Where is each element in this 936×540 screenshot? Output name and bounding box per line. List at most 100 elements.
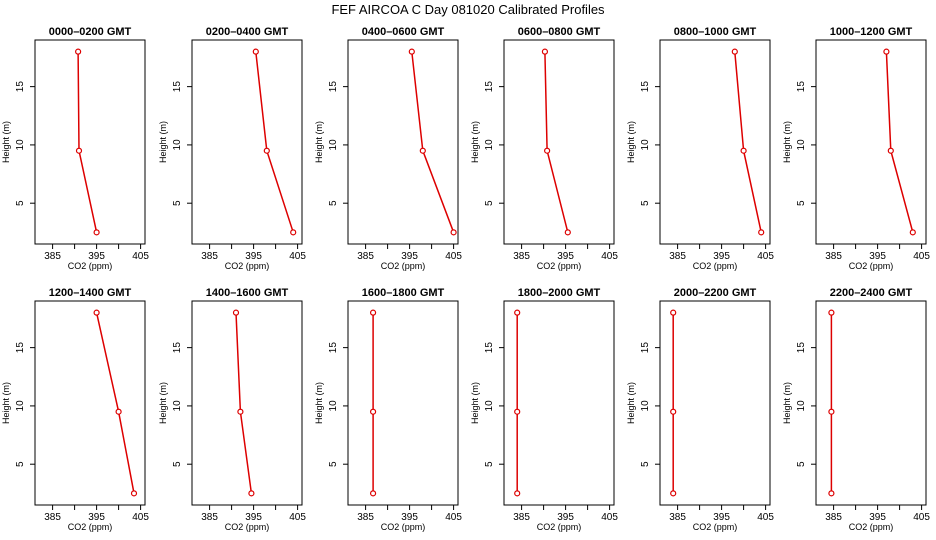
y-axis-label: Height (m) (626, 382, 636, 424)
data-point (828, 309, 835, 316)
x-tick-label: 405 (132, 512, 149, 523)
y-tick-label: 10 (796, 139, 807, 151)
y-tick-label: 10 (796, 400, 807, 412)
profile-line (885, 51, 914, 233)
plot-frame (34, 300, 146, 506)
plot-frame (659, 300, 771, 506)
x-tick-label: 395 (557, 251, 574, 262)
y-tick-label: 15 (484, 342, 495, 354)
x-axis-label: CO2 (ppm) (225, 522, 270, 532)
y-tick-label: 10 (484, 139, 495, 151)
data-point (290, 229, 297, 236)
y-tick-label: 5 (172, 461, 183, 467)
panel-title: 1400–1600 GMT (206, 287, 289, 299)
data-point (670, 408, 677, 415)
y-tick-label: 15 (15, 342, 26, 354)
y-tick-label: 15 (640, 81, 651, 93)
data-point (670, 309, 677, 316)
y-tick-label: 15 (796, 81, 807, 93)
x-tick-label: 395 (245, 251, 262, 262)
data-point (450, 229, 457, 236)
x-axis-label: CO2 (ppm) (849, 261, 894, 271)
y-axis-label: Height (m) (1, 382, 11, 424)
plot-frame (347, 39, 459, 245)
data-point (263, 147, 270, 154)
x-tick-label: 385 (669, 512, 686, 523)
panel-title: 2000–2200 GMT (674, 287, 757, 299)
y-tick-label: 15 (640, 342, 651, 354)
data-point (75, 48, 82, 55)
y-axis-label: Height (m) (782, 121, 792, 163)
y-axis-label: Height (m) (314, 382, 324, 424)
x-tick-label: 405 (445, 512, 462, 523)
data-point (115, 408, 122, 415)
x-tick-label: 405 (445, 251, 462, 262)
x-axis-label: CO2 (ppm) (381, 522, 426, 532)
x-tick-label: 385 (825, 512, 842, 523)
x-tick-label: 395 (713, 512, 730, 523)
profile-line (411, 51, 455, 233)
data-point (237, 408, 244, 415)
y-tick-label: 5 (15, 200, 26, 206)
y-tick-label: 10 (15, 400, 26, 412)
data-point (419, 147, 426, 154)
figure-title: FEF AIRCOA C Day 081020 Calibrated Profi… (331, 2, 605, 17)
data-point (130, 490, 138, 497)
profile-line (544, 51, 569, 233)
x-tick-label: 395 (401, 512, 418, 523)
panel-title: 0000–0200 GMT (49, 26, 132, 38)
plot-frame (191, 39, 303, 245)
y-tick-label: 5 (328, 461, 339, 467)
y-tick-label: 10 (640, 139, 651, 151)
profile-line (734, 51, 762, 233)
profile-panel: 1200–1400 GMT 385 395 405 5 10 15 CO2 (ppm) Heig… (1, 287, 149, 532)
profile-line (95, 312, 135, 494)
x-tick-label: 395 (869, 251, 886, 262)
y-tick-label: 5 (796, 461, 807, 467)
y-axis-label: Height (m) (158, 382, 168, 424)
y-tick-label: 15 (484, 81, 495, 93)
y-tick-label: 10 (15, 139, 26, 151)
panel-title: 0400–0600 GMT (362, 26, 445, 38)
y-tick-label: 10 (328, 139, 339, 151)
profile-line (77, 51, 98, 233)
panel-title: 1000–1200 GMT (830, 26, 913, 38)
plot-frame (191, 300, 303, 506)
data-point (541, 48, 549, 55)
data-point (670, 490, 677, 497)
x-tick-label: 395 (88, 512, 105, 523)
profile-panel: 0600–0800 GMT 385 395 405 5 10 15 CO2 (ppm) Heig… (470, 26, 618, 271)
x-axis-label: CO2 (ppm) (381, 261, 426, 271)
x-axis-label: CO2 (ppm) (225, 261, 270, 271)
profile-panel: 1600–1800 GMT 385 395 405 5 10 15 CO2 (ppm) Heig… (314, 287, 462, 532)
plot-frame (815, 39, 927, 245)
data-point (740, 147, 747, 154)
y-tick-label: 15 (328, 81, 339, 93)
x-tick-label: 405 (601, 251, 618, 262)
x-tick-label: 395 (713, 251, 730, 262)
data-point (828, 408, 835, 415)
profile-panel: 0200–0400 GMT 385 395 405 5 10 15 CO2 (ppm) Heig… (158, 26, 306, 271)
x-tick-label: 385 (357, 512, 374, 523)
data-point (514, 309, 521, 316)
panel-title: 1200–1400 GMT (49, 287, 132, 299)
x-tick-label: 385 (44, 251, 61, 262)
x-tick-label: 395 (245, 512, 262, 523)
x-tick-label: 395 (88, 251, 105, 262)
plot-frame (34, 39, 146, 245)
x-axis-label: CO2 (ppm) (693, 261, 738, 271)
x-tick-label: 395 (869, 512, 886, 523)
y-axis-label: Height (m) (158, 121, 168, 163)
profile-panel: 1400–1600 GMT 385 395 405 5 10 15 CO2 (ppm) Heig… (158, 287, 306, 532)
y-axis-label: Height (m) (470, 382, 480, 424)
panel-title: 1600–1800 GMT (362, 287, 445, 299)
x-tick-label: 385 (825, 251, 842, 262)
panel-title: 0200–0400 GMT (206, 26, 289, 38)
y-tick-label: 5 (484, 200, 495, 206)
data-point (248, 490, 255, 497)
data-point (564, 229, 571, 236)
data-point (731, 48, 738, 55)
profile-panel: 0000–0200 GMT 385 395 405 5 10 15 CO2 (ppm) Heig… (1, 26, 149, 271)
y-tick-label: 10 (328, 400, 339, 412)
panel-title: 0800–1000 GMT (674, 26, 757, 38)
